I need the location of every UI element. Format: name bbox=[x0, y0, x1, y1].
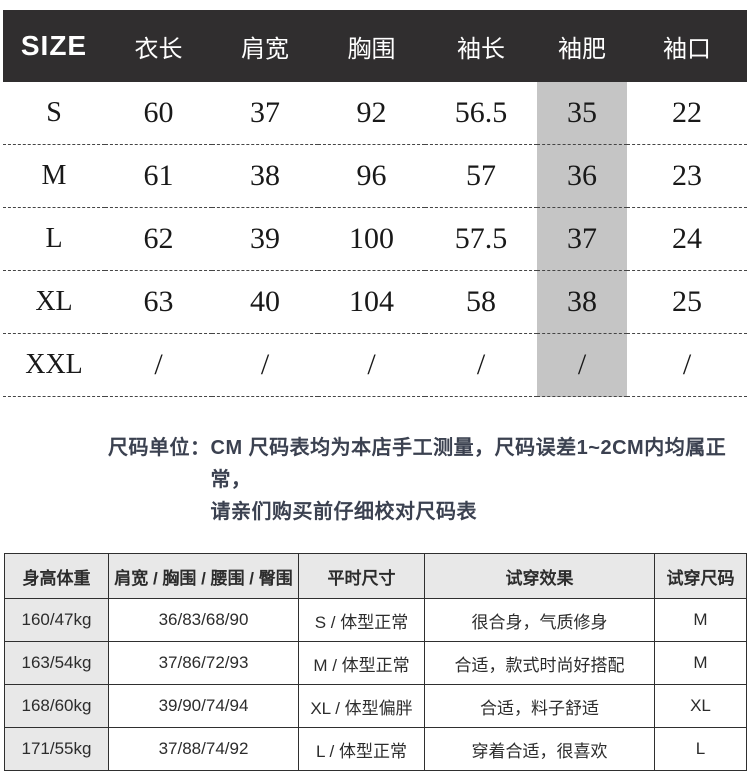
fit-value-cell: M bbox=[655, 642, 747, 685]
fit-value-cell: 36/83/68/90 bbox=[109, 599, 299, 642]
fit-value-cell: L bbox=[655, 728, 747, 771]
size-value-cell: 39 bbox=[212, 208, 318, 271]
fit-table-header-1: 肩宽 / 胸围 / 腰围 / 臀围 bbox=[109, 554, 299, 599]
fit-value-cell: 37/88/74/92 bbox=[109, 728, 299, 771]
size-value-cell: 100 bbox=[318, 208, 425, 271]
fit-height-weight-cell: 163/54kg bbox=[5, 642, 109, 685]
size-value-cell: / bbox=[425, 334, 537, 397]
fit-value-cell: 37/86/72/93 bbox=[109, 642, 299, 685]
size-value-cell: 63 bbox=[105, 271, 212, 334]
note-line-1: CM 尺码表均为本店手工测量，尺码误差1~2CM内均属正常， bbox=[211, 432, 750, 496]
size-table-header-col-2: 肩宽 bbox=[212, 10, 318, 82]
fit-table-header-3: 试穿效果 bbox=[425, 554, 655, 599]
size-value-cell: 104 bbox=[318, 271, 425, 334]
fit-table: 身高体重肩宽 / 胸围 / 腰围 / 臀围平时尺寸试穿效果试穿尺码 160/47… bbox=[4, 553, 747, 771]
fit-table-header-0: 身高体重 bbox=[5, 554, 109, 599]
fit-value-cell: XL bbox=[655, 685, 747, 728]
size-value-cell: 58 bbox=[425, 271, 537, 334]
fit-value-cell: XL / 体型偏胖 bbox=[299, 685, 425, 728]
size-table-header-col-4: 袖长 bbox=[425, 10, 537, 82]
size-value-cell: / bbox=[212, 334, 318, 397]
fit-table-header-row: 身高体重肩宽 / 胸围 / 腰围 / 臀围平时尺寸试穿效果试穿尺码 bbox=[5, 554, 747, 599]
size-value-cell: / bbox=[627, 334, 747, 397]
size-table-header-col-5: 袖肥 bbox=[537, 10, 627, 82]
fit-height-weight-cell: 168/60kg bbox=[5, 685, 109, 728]
size-label: S bbox=[3, 82, 105, 145]
fit-height-weight-cell: 171/55kg bbox=[5, 728, 109, 771]
note-label: 尺码单位： bbox=[108, 432, 211, 464]
size-label: L bbox=[3, 208, 105, 271]
fit-height-weight-cell: 160/47kg bbox=[5, 599, 109, 642]
fit-value-cell: M / 体型正常 bbox=[299, 642, 425, 685]
size-label: XXL bbox=[3, 334, 105, 397]
size-value-cell: 25 bbox=[627, 271, 747, 334]
size-value-cell: / bbox=[318, 334, 425, 397]
size-value-cell: 62 bbox=[105, 208, 212, 271]
size-value-cell: 37 bbox=[212, 82, 318, 145]
size-value-cell: 22 bbox=[627, 82, 747, 145]
size-value-cell: 57 bbox=[425, 145, 537, 208]
fit-table-header-2: 平时尺寸 bbox=[299, 554, 425, 599]
fit-value-cell: M bbox=[655, 599, 747, 642]
size-value-cell: 92 bbox=[318, 82, 425, 145]
size-value-cell: 37 bbox=[537, 208, 627, 271]
size-label: M bbox=[3, 145, 105, 208]
size-value-cell: / bbox=[105, 334, 212, 397]
fit-value-cell: 合适，料子舒适 bbox=[425, 685, 655, 728]
size-value-cell: 60 bbox=[105, 82, 212, 145]
note-line-2: 请亲们购买前仔细校对尺码表 bbox=[211, 496, 750, 528]
size-value-cell: 57.5 bbox=[425, 208, 537, 271]
size-value-cell: 38 bbox=[212, 145, 318, 208]
fit-value-cell: 穿着合适，很喜欢 bbox=[425, 728, 655, 771]
size-table-header-size: SIZE bbox=[3, 10, 105, 82]
note-content: CM 尺码表均为本店手工测量，尺码误差1~2CM内均属正常， 请亲们购买前仔细校… bbox=[211, 432, 750, 528]
size-table-row-xxl: XXL////// bbox=[3, 334, 747, 397]
size-value-cell: 56.5 bbox=[425, 82, 537, 145]
size-value-cell: 96 bbox=[318, 145, 425, 208]
size-value-cell: 23 bbox=[627, 145, 747, 208]
fit-value-cell: 39/90/74/94 bbox=[109, 685, 299, 728]
fit-value-cell: 合适，款式时尚好搭配 bbox=[425, 642, 655, 685]
fit-table-header-4: 试穿尺码 bbox=[655, 554, 747, 599]
size-value-cell: 40 bbox=[212, 271, 318, 334]
size-value-cell: 24 bbox=[627, 208, 747, 271]
size-value-cell: 35 bbox=[537, 82, 627, 145]
size-value-cell: 36 bbox=[537, 145, 627, 208]
size-value-cell: / bbox=[537, 334, 627, 397]
size-table-header-col-3: 胸围 bbox=[318, 10, 425, 82]
measurement-note: 尺码单位： CM 尺码表均为本店手工测量，尺码误差1~2CM内均属正常， 请亲们… bbox=[108, 432, 750, 528]
size-value-cell: 38 bbox=[537, 271, 627, 334]
fit-value-cell: L / 体型正常 bbox=[299, 728, 425, 771]
size-value-cell: 61 bbox=[105, 145, 212, 208]
size-label: XL bbox=[3, 271, 105, 334]
size-table-header-col-6: 袖口 bbox=[627, 10, 747, 82]
fit-value-cell: S / 体型正常 bbox=[299, 599, 425, 642]
size-table-header-col-1: 衣长 bbox=[105, 10, 212, 82]
fit-value-cell: 很合身，气质修身 bbox=[425, 599, 655, 642]
